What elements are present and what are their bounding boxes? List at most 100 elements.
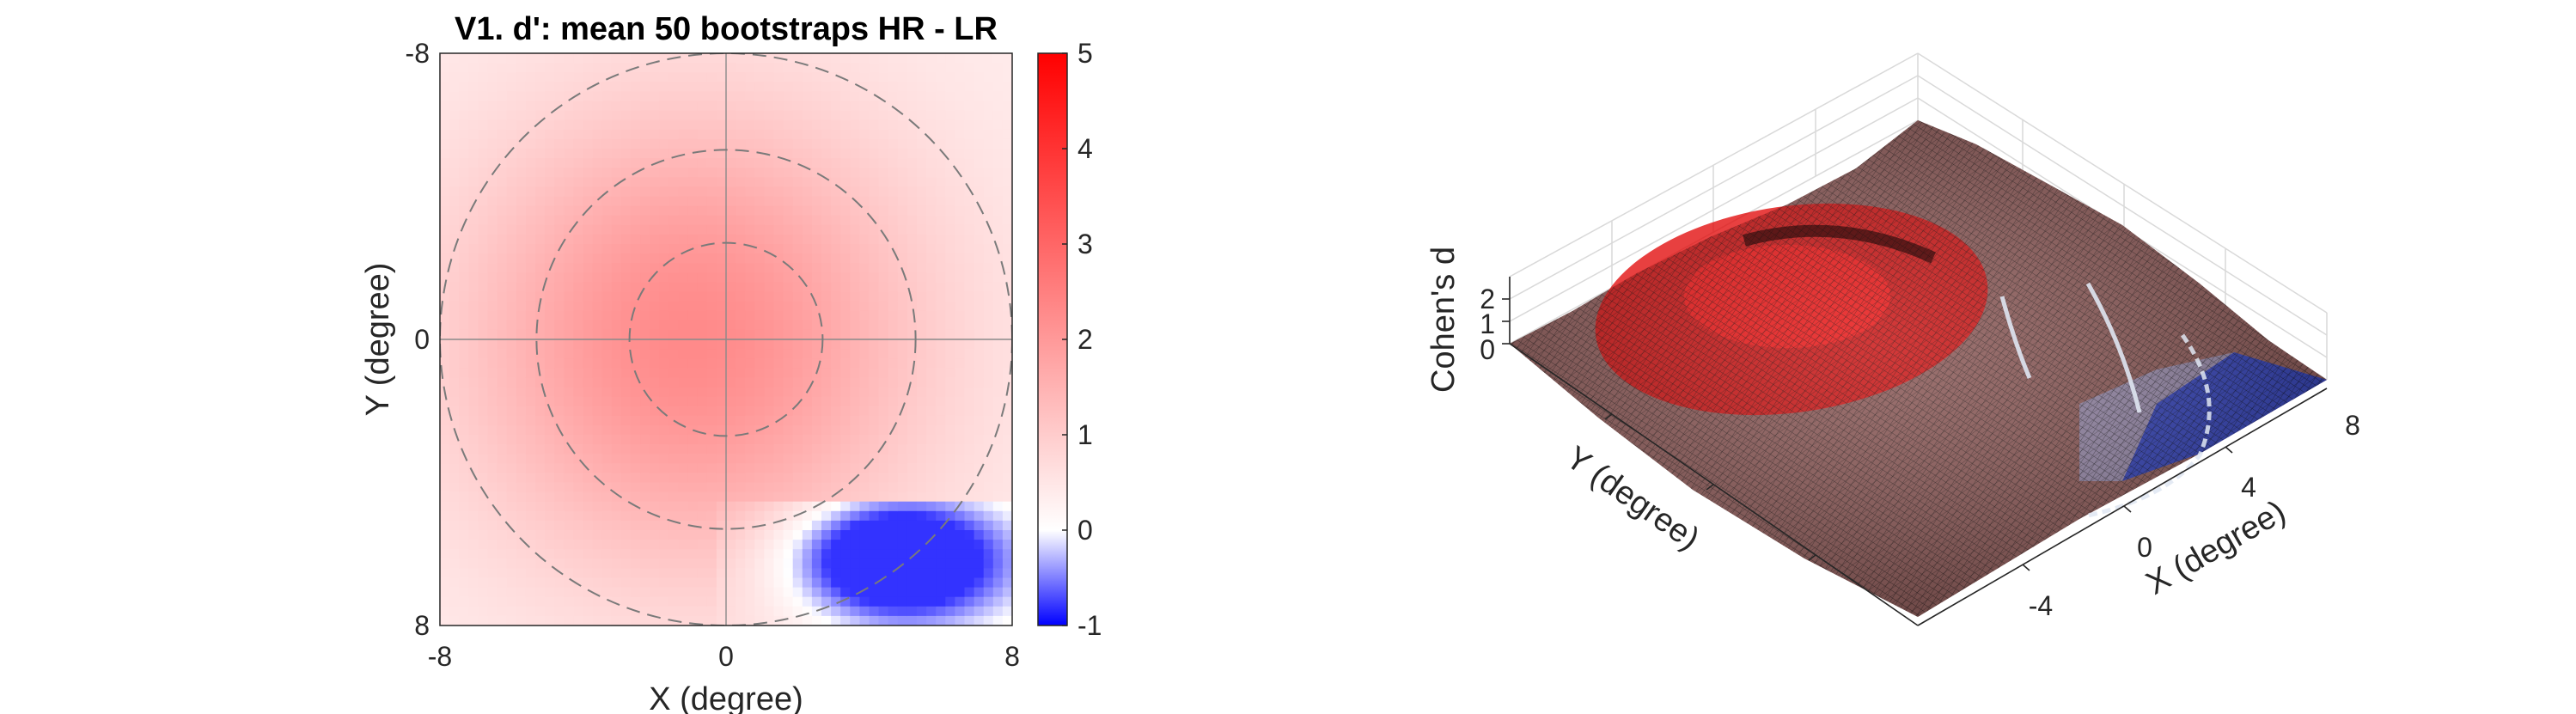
heatmap-cell	[611, 177, 622, 187]
heatmap-cell	[974, 129, 985, 140]
heatmap-cell	[917, 501, 927, 512]
heatmap-cell	[601, 339, 613, 350]
heatmap-cell	[783, 587, 794, 598]
heatmap-cell	[601, 424, 613, 436]
heatmap-cell	[697, 196, 708, 207]
heatmap-cell	[611, 329, 622, 340]
heatmap-cell	[821, 101, 832, 112]
heatmap-cell	[650, 196, 660, 207]
heatmap-cell	[754, 320, 765, 331]
heatmap-cell	[497, 396, 508, 407]
heatmap-cell	[573, 368, 584, 378]
heatmap-cell	[468, 186, 479, 198]
heatmap-cell	[620, 396, 632, 407]
heatmap-cell	[936, 349, 946, 359]
heatmap-cell	[792, 501, 803, 512]
heatmap-cell	[631, 320, 641, 331]
heatmap-cell	[554, 119, 565, 131]
heatmap-cell	[726, 234, 736, 245]
heatmap-cell	[545, 119, 555, 131]
heatmap-cell	[869, 263, 880, 273]
heatmap-cell	[459, 577, 469, 589]
heatmap-cell	[726, 415, 736, 426]
heatmap-cell	[640, 329, 650, 340]
heatmap-cell	[926, 149, 937, 159]
heatmap-cell	[945, 186, 955, 198]
heatmap-cell	[440, 349, 450, 359]
heatmap-cell	[697, 596, 708, 607]
heatmap-cell	[906, 91, 918, 102]
heatmap-cell	[668, 138, 680, 150]
heatmap-cell	[745, 368, 755, 378]
heatmap-cell	[897, 424, 908, 436]
heatmap-cell	[926, 568, 937, 579]
heatmap-cell	[487, 186, 498, 198]
heatmap-cell	[840, 253, 851, 264]
heatmap-cell	[811, 101, 822, 112]
heatmap-cell	[773, 301, 784, 312]
heatmap-cell	[992, 101, 1004, 112]
heatmap-cell	[726, 424, 736, 436]
heatmap-cell	[764, 501, 775, 512]
heatmap-cell	[468, 63, 479, 73]
heatmap-cell	[831, 91, 841, 102]
heatmap-cell	[811, 396, 822, 407]
heatmap-cell	[897, 196, 908, 207]
heatmap-cell	[906, 138, 918, 150]
heatmap-cell	[573, 177, 584, 187]
heatmap-cell	[811, 530, 822, 540]
heatmap-cell	[840, 177, 851, 187]
heatmap-cell	[878, 540, 889, 550]
heatmap-cell	[650, 349, 660, 359]
heatmap-cell	[697, 444, 708, 455]
heatmap-cell	[917, 101, 927, 112]
heatmap-cell	[955, 606, 966, 617]
heatmap-cell	[936, 205, 946, 217]
heatmap-cell	[668, 473, 680, 484]
heatmap-cell	[754, 224, 765, 235]
heatmap-cell	[726, 491, 736, 503]
heatmap-cell	[1002, 91, 1012, 102]
heatmap-cell	[917, 444, 927, 455]
heatmap-cell	[650, 406, 660, 417]
heatmap-cell	[726, 606, 736, 617]
heatmap-cell	[821, 224, 832, 235]
heatmap-cell	[668, 596, 680, 607]
heatmap-cell	[478, 377, 489, 388]
heatmap-cell	[478, 510, 489, 522]
heatmap-cell	[545, 329, 555, 340]
heatmap-cell	[506, 177, 517, 187]
heatmap-cell	[516, 339, 527, 350]
heatmap-cell	[525, 501, 536, 512]
heatmap-cell	[811, 444, 822, 455]
heatmap-cell	[516, 110, 527, 121]
heatmap-cell	[736, 196, 746, 207]
heatmap-cell	[459, 215, 469, 226]
heatmap-cell	[888, 444, 899, 455]
heatmap-cell	[440, 272, 450, 283]
heatmap-cell	[945, 301, 955, 312]
heatmap-cell	[831, 615, 841, 626]
heatmap-cell	[716, 301, 727, 312]
heatmap-cell	[487, 101, 498, 112]
heatmap-cell	[449, 301, 460, 312]
heatmap-cell	[745, 119, 755, 131]
heatmap-cell	[564, 234, 574, 245]
heatmap-cell	[888, 196, 899, 207]
heatmap-cell	[888, 253, 899, 264]
heatmap-cell	[459, 168, 469, 178]
heatmap-cell	[592, 463, 603, 473]
heatmap-cell	[773, 158, 784, 168]
heatmap-cell	[650, 377, 660, 388]
heatmap-cell	[945, 119, 955, 131]
heatmap-cell	[726, 110, 736, 121]
heatmap-cell	[821, 110, 832, 121]
heatmap-cell	[840, 196, 851, 207]
heatmap-cell	[668, 540, 680, 550]
heatmap-cell	[478, 186, 489, 198]
heatmap-cell	[754, 101, 765, 112]
heatmap-cell	[859, 454, 870, 464]
heatmap-cell	[831, 596, 841, 607]
heatmap-cell	[878, 244, 889, 254]
heatmap-cell	[525, 558, 536, 569]
